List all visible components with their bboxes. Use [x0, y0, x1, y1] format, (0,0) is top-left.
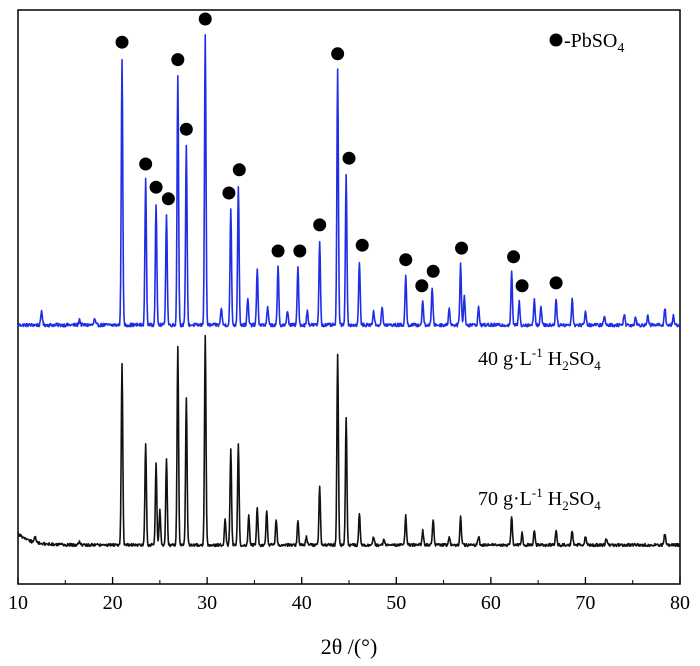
x-tick-label: 20 — [103, 592, 123, 614]
peak-marker — [171, 53, 185, 67]
peak-marker — [507, 250, 521, 264]
peak-marker — [355, 238, 369, 252]
peak-marker — [455, 241, 469, 255]
peak-marker — [399, 253, 413, 267]
x-tick-label: 70 — [575, 592, 595, 614]
x-axis-title: 2θ /(°) — [321, 634, 378, 659]
peak-marker — [426, 264, 440, 278]
peak-marker — [515, 279, 529, 293]
series-label-70: 70 g·L-1 H2SO4 — [478, 485, 601, 513]
peak-marker — [198, 12, 212, 26]
peak-marker — [222, 186, 236, 200]
legend-marker — [549, 33, 563, 47]
peak-marker — [293, 244, 307, 258]
peak-marker — [232, 163, 246, 177]
series-label-40: 40 g·L-1 H2SO4 — [478, 345, 601, 373]
series-lines — [17, 34, 681, 548]
peak-marker — [179, 122, 193, 136]
x-tick-label: 10 — [8, 592, 28, 614]
x-axis-ticks — [17, 577, 681, 584]
peak-marker — [342, 151, 356, 165]
x-tick-label: 80 — [670, 592, 690, 614]
pbso4-peak-markers — [115, 12, 563, 293]
x-tick-label: 30 — [197, 592, 217, 614]
series-40-line — [17, 34, 681, 328]
x-tick-label: 60 — [481, 592, 501, 614]
peak-marker — [415, 279, 429, 293]
peak-marker — [161, 192, 175, 206]
x-tick-label: 50 — [386, 592, 406, 614]
legend-text: -PbSO4 — [564, 30, 624, 56]
peak-marker — [149, 180, 163, 194]
x-axis-tick-labels: 10 20 30 40 50 60 70 80 — [8, 592, 690, 614]
legend: -PbSO4 — [549, 30, 624, 56]
peak-marker — [139, 157, 153, 171]
series-70-line — [17, 334, 681, 548]
peak-marker — [549, 276, 563, 290]
peak-marker — [115, 35, 129, 49]
x-tick-label: 40 — [292, 592, 312, 614]
peak-marker — [313, 218, 327, 232]
peak-marker — [331, 47, 345, 61]
peak-marker — [271, 244, 285, 258]
